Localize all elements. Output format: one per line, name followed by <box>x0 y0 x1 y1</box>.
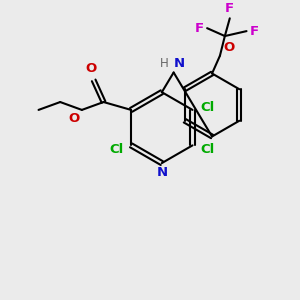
Text: Cl: Cl <box>109 143 123 156</box>
Text: O: O <box>69 112 80 125</box>
Text: F: F <box>195 22 204 35</box>
Text: H: H <box>160 56 169 70</box>
Text: F: F <box>225 2 234 15</box>
Text: Cl: Cl <box>200 143 215 156</box>
Text: Cl: Cl <box>200 101 215 114</box>
Text: N: N <box>174 56 185 70</box>
Text: O: O <box>223 41 234 54</box>
Text: N: N <box>156 166 167 179</box>
Text: F: F <box>250 25 259 38</box>
Text: O: O <box>85 62 96 75</box>
